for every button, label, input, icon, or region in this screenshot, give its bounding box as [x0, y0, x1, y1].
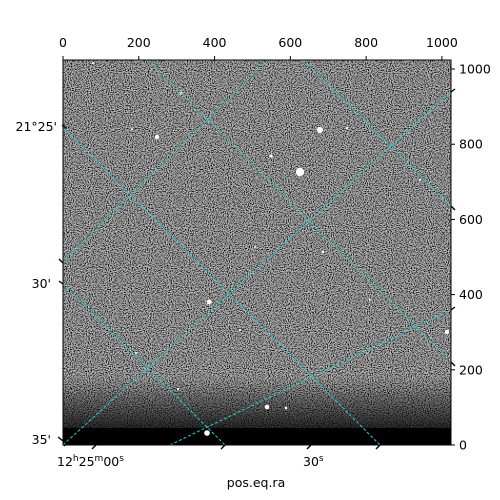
dec-tick-label-3: 35': [32, 432, 51, 447]
y-tick-label: 600: [459, 212, 483, 227]
star: [369, 299, 371, 301]
star: [269, 154, 273, 158]
star: [419, 179, 421, 181]
world-tick-mark: [63, 440, 70, 447]
dec-tick-label-1: 21°25': [16, 119, 58, 134]
star: [445, 330, 449, 334]
x-pixel-axis-top: 0 200 400 600 800 1000: [59, 35, 458, 60]
star: [154, 134, 160, 140]
world-tick-mark: [58, 280, 64, 285]
x-tick-label: 800: [354, 35, 378, 50]
star: [345, 126, 349, 130]
x-tick-label: 600: [278, 35, 302, 50]
world-tick-mark: [450, 88, 456, 93]
world-tick-mark: [450, 361, 456, 367]
world-tick-mark: [91, 444, 97, 450]
world-tick-mark: [450, 306, 456, 311]
world-tick-mark: [450, 205, 456, 211]
x-tick-label: 200: [127, 35, 151, 50]
star: [206, 299, 212, 305]
star-sources: [91, 61, 449, 436]
x-axis-label: pos.eq.ra: [227, 475, 285, 490]
grid-line: [147, 60, 451, 363]
star: [91, 61, 95, 65]
star: [284, 406, 288, 410]
star: [131, 128, 133, 130]
star: [264, 404, 270, 410]
y-tick-label: 400: [459, 287, 483, 302]
x-tick-label: 0: [59, 35, 67, 50]
world-tick-mark: [306, 444, 312, 450]
world-tick-mark: [57, 436, 64, 442]
y-tick-label: 1000: [459, 62, 491, 77]
plot-frame: [62, 59, 452, 446]
y-tick-label: 800: [459, 137, 483, 152]
y-tick-label: 0: [459, 438, 467, 453]
star: [321, 250, 325, 254]
y-pixel-axis-right: 0 200 400 600 800 1000: [451, 62, 491, 453]
y-tick-label: 200: [459, 362, 483, 377]
x-tick-label: 1000: [426, 35, 458, 50]
dec-tick-label-2: 30': [32, 276, 51, 291]
star: [317, 127, 323, 133]
grid-line: [63, 60, 269, 264]
star: [176, 387, 180, 391]
world-tick-mark: [220, 444, 226, 450]
grid-line: [63, 91, 451, 445]
grid-line: [169, 309, 451, 445]
sky-image: [63, 60, 451, 445]
star: [135, 352, 137, 354]
star: [254, 246, 256, 248]
x-tick-label: 400: [203, 35, 227, 50]
ra-tick-label-2: 30s: [303, 454, 324, 469]
world-tick-mark: [375, 444, 381, 450]
grid-line: [63, 283, 226, 445]
star: [239, 329, 241, 331]
star: [204, 430, 210, 436]
world-coordinate-ticks: [57, 88, 456, 450]
world-tick-mark: [58, 258, 64, 264]
ra-tick-label-1: 12h25m00s: [57, 454, 124, 469]
world-tick-mark: [61, 124, 67, 129]
coordinate-grid: [63, 60, 451, 445]
star: [295, 167, 305, 177]
